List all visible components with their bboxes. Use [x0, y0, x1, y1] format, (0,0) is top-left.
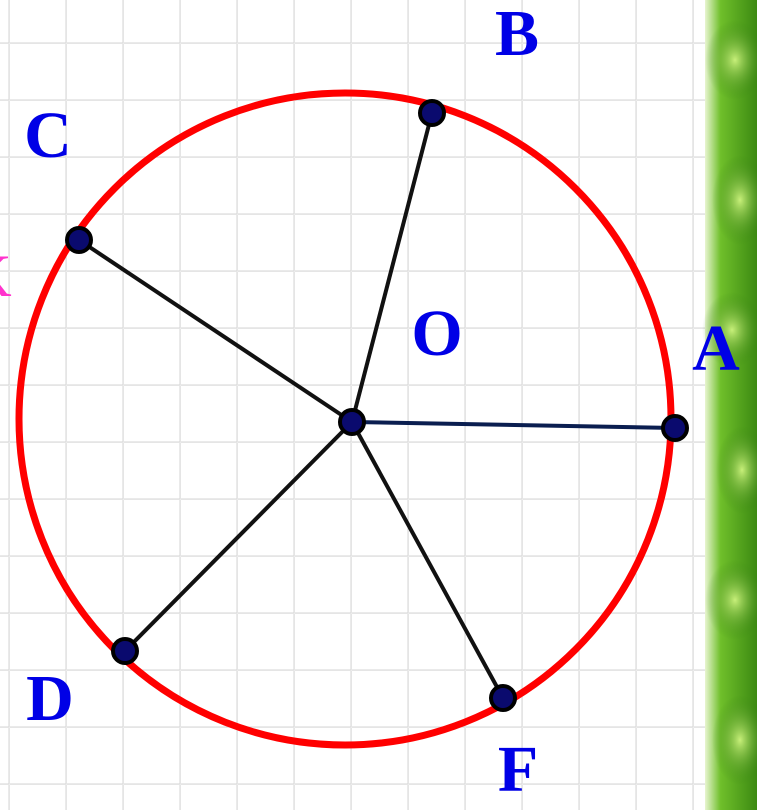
center-label: O: [411, 297, 462, 370]
point-label: F: [498, 733, 538, 806]
point-label: A: [692, 312, 740, 385]
decorative-strip: [702, 0, 757, 810]
diagram: K O A B C D F: [0, 0, 757, 810]
point-label: B: [495, 0, 539, 70]
point-label: C: [24, 99, 72, 172]
grid-background: [0, 0, 757, 810]
point-label: D: [26, 662, 74, 735]
edge-text: K: [0, 243, 12, 309]
